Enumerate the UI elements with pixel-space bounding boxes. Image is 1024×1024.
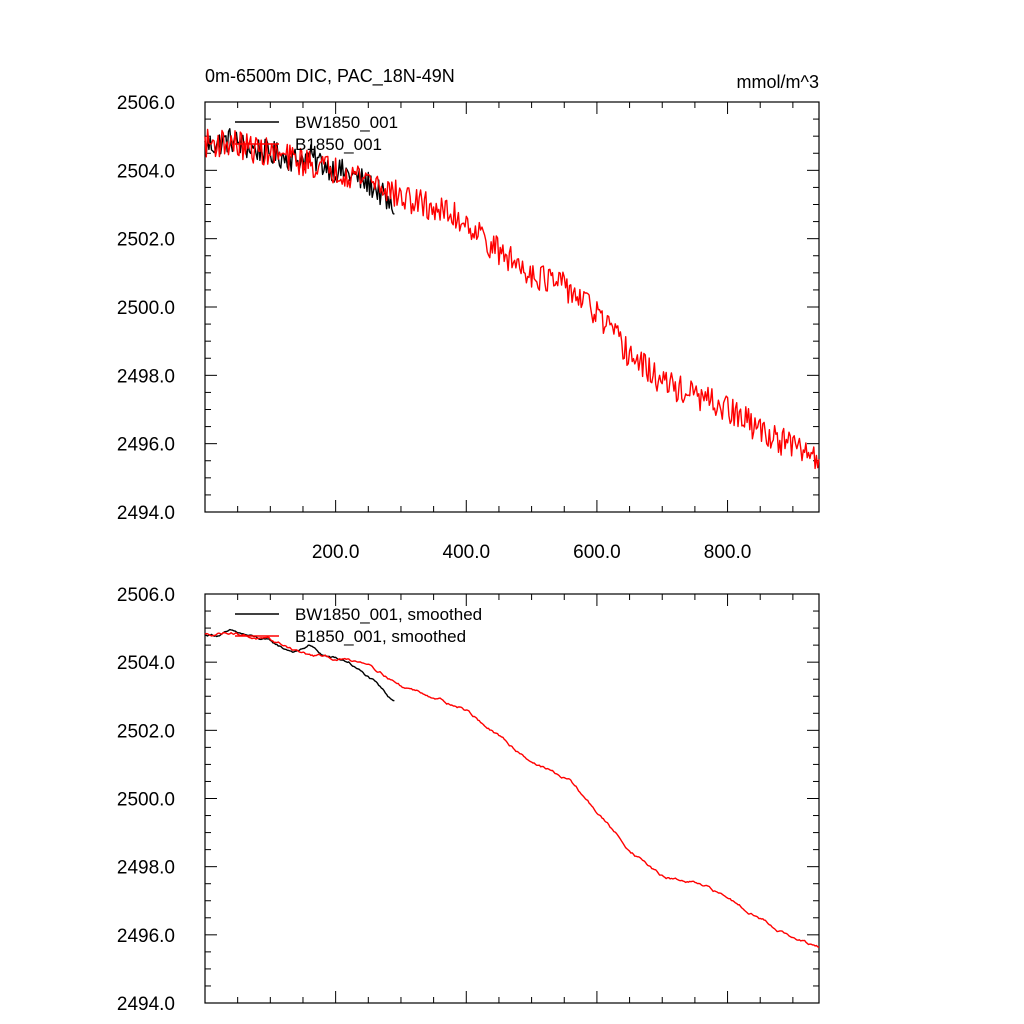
chart-title: 0m-6500m DIC, PAC_18N-49N [205,66,455,87]
legend-label-1: BW1850_001 [295,113,398,132]
series-line-2 [204,128,820,470]
y-tick-label: 2506.0 [117,93,175,114]
legend-label-1: BW1850_001, smoothed [295,605,482,624]
series-line-1 [204,628,395,702]
series-line-2 [204,631,820,948]
y-tick-label: 2498.0 [117,858,175,879]
y-tick-label: 2504.0 [117,161,175,182]
y-tick-label: 2494.0 [117,503,175,524]
x-tick-label: 200.0 [312,542,360,563]
x-tick-label: 600.0 [573,542,621,563]
y-tick-label: 2494.0 [117,994,175,1015]
units-label: mmol/m^3 [737,72,819,92]
y-tick-label: 2498.0 [117,366,175,387]
legend-label-2: B1850_001, smoothed [295,627,466,646]
x-tick-label: 400.0 [443,542,491,563]
chart-panel-1: 2494.0 2496.0 2498.0 2500.0 2502.0 2504.0 2506… [117,66,820,563]
x-tick-label: 800.0 [704,542,752,563]
y-tick-label: 2502.0 [117,230,175,251]
plot-frame [204,593,820,1004]
y-tick-label: 2500.0 [117,790,175,811]
legend-label-2: B1850_001 [295,135,382,154]
y-tick-label: 2504.0 [117,653,175,674]
y-tick-label: 2496.0 [117,435,175,456]
y-tick-label: 2500.0 [117,298,175,319]
chart-panel-2: 2494.0 2496.0 2498.0 2500.0 2502.0 2504.0 2506… [117,585,820,1015]
y-tick-label: 2506.0 [117,585,175,606]
y-tick-label: 2496.0 [117,926,175,947]
y-tick-label: 2502.0 [117,721,175,742]
